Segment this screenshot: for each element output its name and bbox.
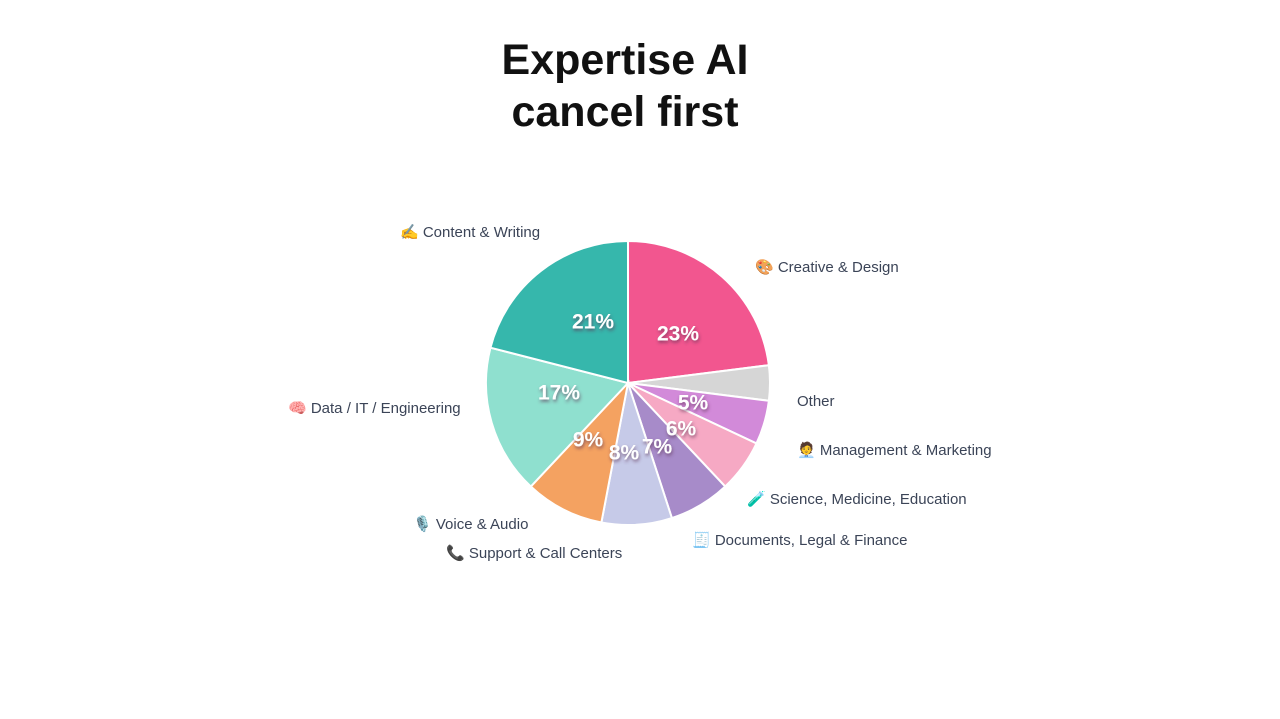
svg-text:8%: 8% <box>609 442 640 465</box>
svg-text:5%: 5% <box>678 392 709 415</box>
svg-text:23%: 23% <box>657 323 699 346</box>
svg-text:21%: 21% <box>572 311 614 334</box>
svg-text:17%: 17% <box>538 382 580 405</box>
svg-text:9%: 9% <box>573 429 604 452</box>
svg-text:7%: 7% <box>642 436 673 459</box>
